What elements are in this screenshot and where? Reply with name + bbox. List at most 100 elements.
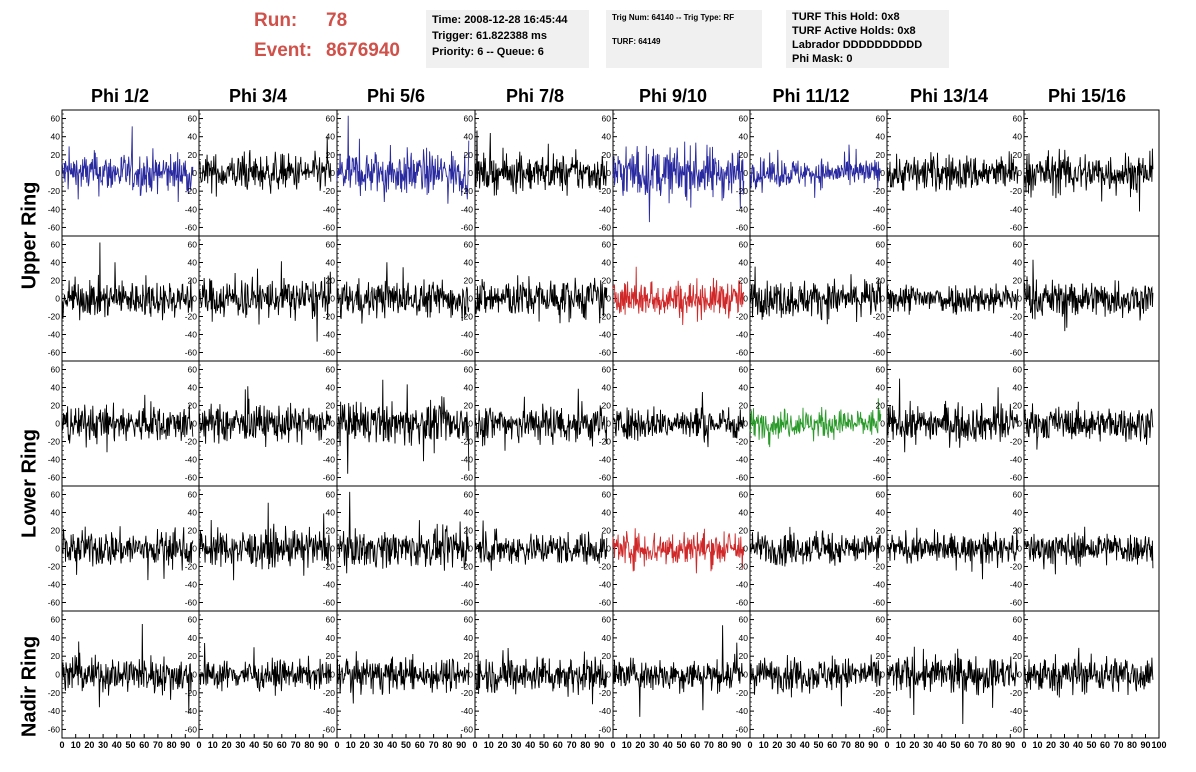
y-tick-label: 20	[188, 651, 198, 661]
y-tick-label: 0	[880, 670, 885, 680]
y-tick-label: -60	[461, 348, 474, 358]
y-tick-label: 20	[876, 401, 886, 411]
y-tick-label: 20	[326, 276, 336, 286]
y-tick-label: 60	[876, 114, 886, 124]
y-tick-label: 20	[51, 526, 61, 536]
y-tick-label: -40	[599, 455, 612, 465]
y-tick-label: 40	[188, 508, 198, 518]
y-tick-label: -60	[323, 473, 336, 483]
x-tick-label: 70	[567, 740, 577, 750]
waveform-trace	[1023, 259, 1154, 332]
y-tick-label: 40	[188, 132, 198, 142]
y-tick-label: -20	[1010, 186, 1023, 196]
y-tick-label: 40	[1013, 383, 1023, 393]
y-tick-label: 60	[326, 240, 336, 250]
y-tick-label: 0	[468, 419, 473, 429]
y-tick-label: 20	[51, 150, 61, 160]
waveform-trace	[612, 625, 745, 717]
x-tick-label: 90	[1005, 740, 1015, 750]
y-tick-label: 0	[468, 670, 473, 680]
y-tick-label: -40	[48, 455, 61, 465]
y-tick-label: 40	[464, 132, 474, 142]
y-tick-label: 20	[464, 401, 474, 411]
x-tick-label: 30	[923, 740, 933, 750]
y-tick-label: -20	[48, 312, 61, 322]
y-tick-label: 20	[876, 150, 886, 160]
waveform-trace	[612, 141, 745, 223]
waveform-trace	[198, 261, 332, 342]
y-tick-label: -20	[323, 186, 336, 196]
info-line: Priority: 6 -- Queue: 6	[432, 46, 544, 58]
waveform-trace	[336, 379, 470, 474]
waveform-trace	[749, 654, 882, 707]
x-tick-label: 20	[222, 740, 232, 750]
y-tick-label: -20	[599, 312, 612, 322]
y-tick-label: 40	[602, 132, 612, 142]
x-tick-label: 50	[676, 740, 686, 750]
y-tick-label: -60	[736, 473, 749, 483]
y-tick-label: -20	[736, 562, 749, 572]
info-line: TURF: 64149	[612, 37, 661, 46]
x-tick-label: 0	[1021, 740, 1026, 750]
waveform-trace	[1023, 401, 1154, 450]
waveform-trace	[61, 242, 194, 321]
y-tick-label: 20	[1013, 526, 1023, 536]
y-tick-label: 40	[602, 258, 612, 268]
y-tick-label: 40	[739, 132, 749, 142]
x-tick-label: 60	[139, 740, 149, 750]
y-tick-label: 0	[606, 419, 611, 429]
x-tick-label: 90	[456, 740, 466, 750]
y-tick-label: 60	[602, 114, 612, 124]
y-tick-label: 0	[192, 168, 197, 178]
plot-frame	[886, 610, 1025, 739]
x-tick-label: 30	[373, 740, 383, 750]
y-tick-label: -40	[1010, 455, 1023, 465]
waveform-trace	[749, 144, 882, 198]
y-tick-label: -40	[323, 706, 336, 716]
x-tick-label: 80	[442, 740, 452, 750]
y-tick-label: 40	[876, 633, 886, 643]
y-tick-label: 60	[1013, 114, 1023, 124]
waveform-trace	[474, 130, 608, 196]
x-tick-label: 40	[663, 740, 673, 750]
y-tick-label: 40	[739, 508, 749, 518]
y-tick-label: 60	[876, 240, 886, 250]
x-tick-label: 20	[635, 740, 645, 750]
y-tick-label: 20	[739, 401, 749, 411]
y-tick-label: 40	[464, 633, 474, 643]
y-tick-label: -40	[48, 330, 61, 340]
y-tick-label: -40	[185, 580, 198, 590]
x-tick-label: 90	[731, 740, 741, 750]
info-line: Trig Num: 64140 -- Trig Type: RF	[612, 13, 735, 22]
event-label: Event:	[254, 40, 313, 61]
x-tick-label: 40	[1073, 740, 1083, 750]
waveform-trace	[886, 151, 1019, 196]
y-tick-label: -40	[1010, 204, 1023, 214]
y-tick-label: 20	[188, 526, 198, 536]
y-tick-label: -60	[599, 348, 612, 358]
y-tick-label: 0	[743, 544, 748, 554]
info-line: Labrador DDDDDDDDDD	[792, 39, 923, 51]
info-line: Trigger: 61.822388 ms	[432, 30, 547, 42]
y-tick-label: 60	[602, 365, 612, 375]
y-tick-label: 60	[326, 490, 336, 500]
y-tick-label: -20	[323, 437, 336, 447]
y-tick-label: -40	[461, 204, 474, 214]
y-tick-label: 60	[739, 240, 749, 250]
y-tick-label: 60	[1013, 490, 1023, 500]
y-tick-label: 0	[1017, 419, 1022, 429]
y-tick-label: -20	[599, 437, 612, 447]
y-tick-label: -40	[185, 706, 198, 716]
y-tick-label: 60	[602, 490, 612, 500]
y-tick-label: -60	[461, 473, 474, 483]
y-tick-label: -20	[736, 437, 749, 447]
y-tick-label: 0	[880, 294, 885, 304]
waveform-trace	[61, 394, 194, 453]
y-tick-label: 20	[188, 401, 198, 411]
y-tick-label: -60	[1010, 222, 1023, 232]
y-tick-label: -20	[461, 186, 474, 196]
y-tick-label: -20	[323, 562, 336, 572]
y-tick-label: -60	[323, 598, 336, 608]
y-tick-label: -60	[48, 473, 61, 483]
